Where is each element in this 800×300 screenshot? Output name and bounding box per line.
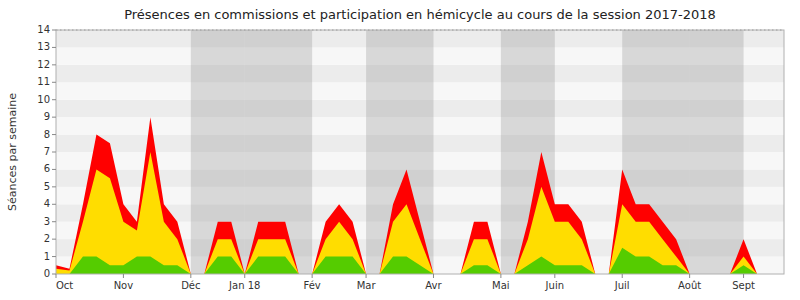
- x-tick-label: Déc: [181, 280, 200, 291]
- y-tick: [52, 82, 56, 83]
- x-tick-label: Juin: [545, 280, 564, 291]
- y-tick: [52, 204, 56, 205]
- y-tick-label: 0: [44, 268, 50, 279]
- y-tick-label: 4: [44, 198, 50, 209]
- y-tick: [52, 256, 56, 257]
- chart-title: Présences en commissions et participatio…: [124, 7, 716, 22]
- y-tick: [52, 186, 56, 187]
- y-tick-label: 1: [44, 251, 50, 262]
- plot-frame: [56, 30, 784, 274]
- y-axis-label: Séances par semaine: [6, 93, 19, 211]
- y-tick: [52, 99, 56, 100]
- x-tick: [244, 274, 245, 278]
- x-tick-label: Fév: [304, 280, 321, 291]
- x-tick: [500, 274, 501, 278]
- x-tick-label: Août: [678, 280, 701, 291]
- chart-container: 01234567891011121314OctNovDécJan 18FévMa…: [0, 0, 800, 300]
- y-tick-label: 10: [37, 94, 50, 105]
- plot-area: [56, 30, 784, 274]
- y-tick-label: 3: [44, 216, 50, 227]
- y-tick-label: 11: [37, 76, 50, 87]
- x-tick: [554, 274, 555, 278]
- x-tick: [622, 274, 623, 278]
- x-tick-label: Mar: [357, 280, 377, 291]
- x-tick-label: Oct: [56, 280, 73, 291]
- x-tick: [689, 274, 690, 278]
- y-tick: [52, 64, 56, 65]
- y-tick-label: 8: [44, 129, 50, 140]
- x-tick-label: Sept: [732, 280, 755, 291]
- y-tick: [52, 30, 56, 31]
- y-tick: [52, 239, 56, 240]
- y-tick: [52, 152, 56, 153]
- x-tick-label: Mai: [492, 280, 510, 291]
- y-tick-label: 6: [44, 163, 50, 174]
- shaded-month: [690, 30, 744, 274]
- chart-svg: 01234567891011121314OctNovDécJan 18FévMa…: [0, 0, 800, 300]
- x-tick-label: Nov: [114, 280, 134, 291]
- y-tick: [52, 117, 56, 118]
- x-tick-label: Juil: [614, 280, 630, 291]
- area: [56, 117, 784, 274]
- y-tick-label: 9: [44, 111, 50, 122]
- y-tick: [52, 274, 56, 275]
- background: [0, 0, 800, 300]
- y-tick-label: 14: [37, 24, 50, 35]
- y-tick: [52, 169, 56, 170]
- y-tick-label: 7: [44, 146, 50, 157]
- x-tick: [56, 274, 57, 278]
- y-tick-label: 5: [44, 181, 50, 192]
- y-tick: [52, 221, 56, 222]
- x-tick: [433, 274, 434, 278]
- x-tick: [366, 274, 367, 278]
- y-tick: [52, 134, 56, 135]
- y-tick: [52, 47, 56, 48]
- x-tick-label: Avr: [425, 280, 442, 291]
- y-tick-label: 12: [37, 59, 50, 70]
- x-tick: [743, 274, 744, 278]
- area: [56, 152, 784, 274]
- axes: 01234567891011121314OctNovDécJan 18FévMa…: [37, 24, 755, 291]
- area: [56, 248, 784, 274]
- x-tick: [190, 274, 191, 278]
- x-tick: [312, 274, 313, 278]
- y-tick-label: 13: [37, 41, 50, 52]
- y-tick-label: 2: [44, 233, 50, 244]
- x-tick: [123, 274, 124, 278]
- x-tick-label: Jan 18: [228, 280, 260, 291]
